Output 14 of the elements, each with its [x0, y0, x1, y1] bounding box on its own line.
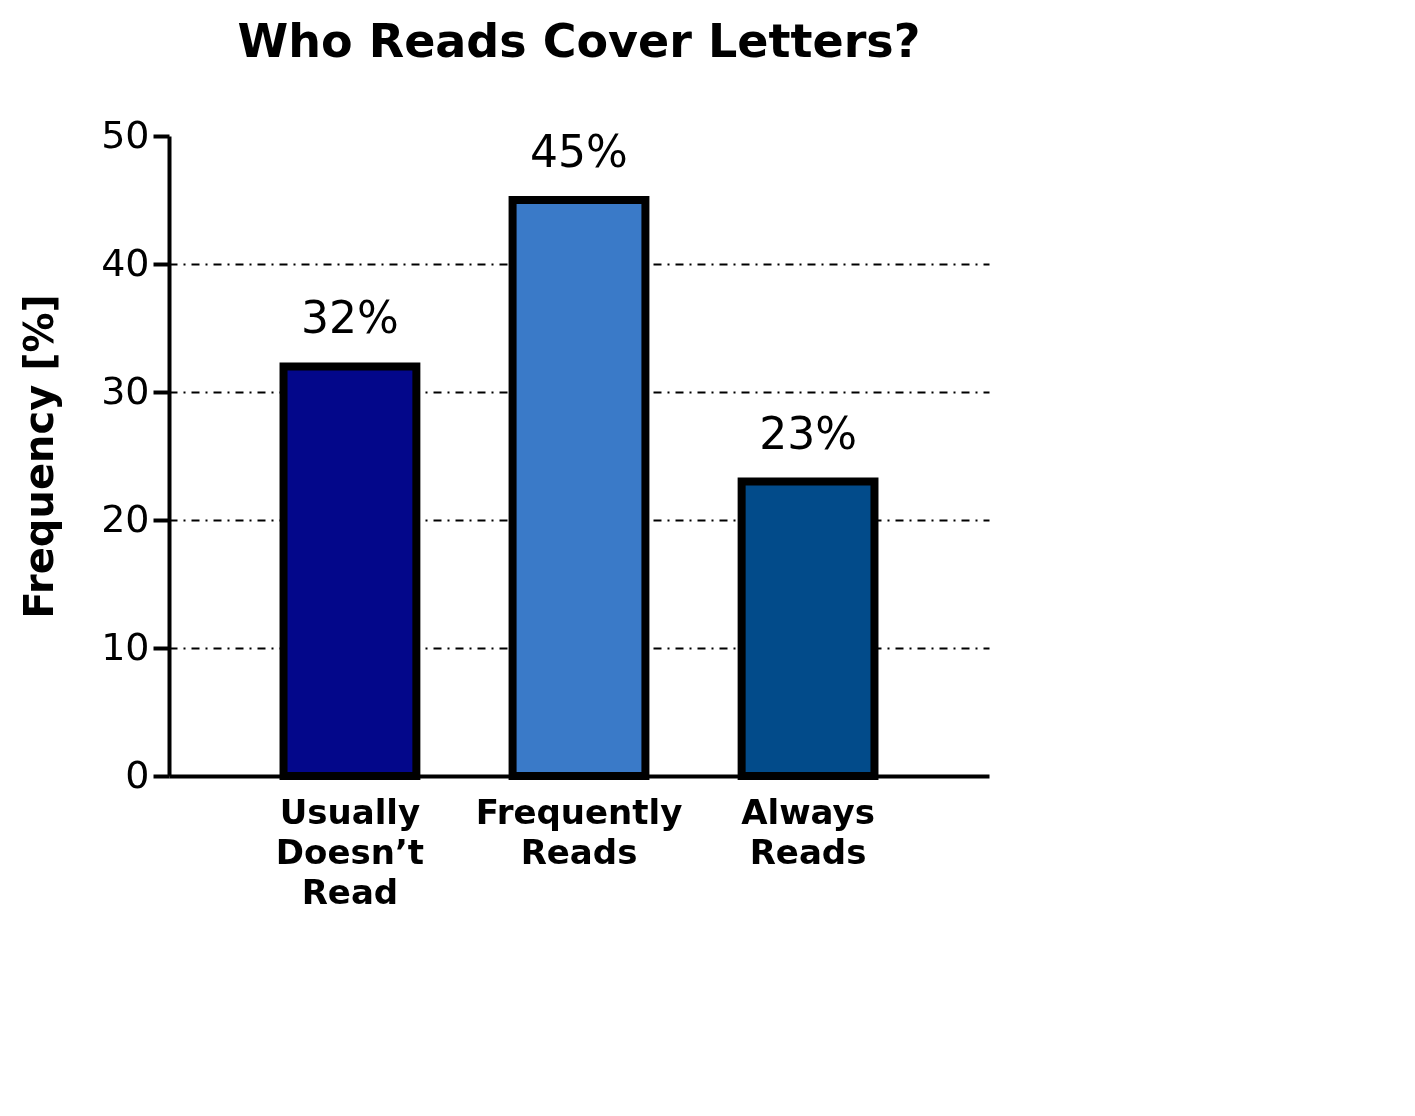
chart-title: Who Reads Cover Letters?: [237, 14, 921, 68]
y-tick-label: 30: [101, 368, 150, 413]
data-label: 32%: [301, 292, 399, 344]
x-tick-label: Frequently Reads: [475, 791, 683, 872]
data-label: 45%: [530, 126, 628, 177]
y-tick-label: 0: [125, 752, 150, 797]
y-tick-label: 40: [101, 240, 150, 285]
y-axis-title: Frequency [%]: [16, 294, 63, 619]
x-tick-label: Always Reads: [741, 791, 875, 872]
x-tick-label: Usually Doesn’t Read: [275, 791, 425, 912]
y-tick-label: 10: [101, 624, 150, 669]
y-tick-label: 20: [101, 496, 150, 541]
data-label: 23%: [759, 407, 857, 459]
y-tick-label: 50: [101, 112, 150, 157]
